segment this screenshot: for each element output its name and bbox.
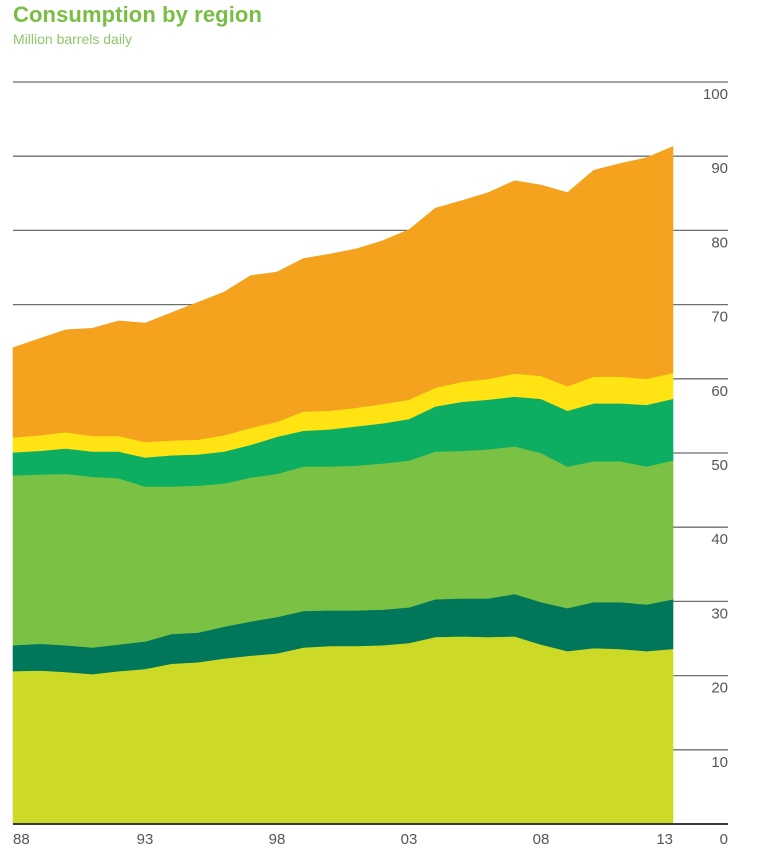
x-tick-label: 13 [656,831,673,848]
x-tick-label: 98 [269,831,286,848]
x-tick-label: 08 [533,831,550,848]
y-tick-label: 30 [711,605,728,622]
y-tick-label: 60 [711,383,728,400]
y-tick-label: 0 [720,831,728,848]
y-tick-label: 20 [711,680,728,697]
y-tick-label: 80 [711,234,728,251]
x-tick-label: 88 [13,831,30,848]
y-tick-label: 40 [711,531,728,548]
area-layer [12,146,674,825]
y-tick-label: 50 [711,457,728,474]
area-series-orange-band [12,146,674,443]
x-tick-label: 03 [401,831,418,848]
y-axis: 0 10 20 30 40 50 60 70 80 90 100 [703,86,728,848]
y-tick-label: 10 [711,754,728,771]
x-axis: 88 93 98 03 08 13 [13,831,673,848]
y-tick-label: 90 [711,160,728,177]
chart-title: Consumption by region [13,2,262,27]
chart-subtitle: Million barrels daily [13,31,133,47]
x-tick-label: 93 [137,831,154,848]
y-tick-label: 70 [711,309,728,326]
y-tick-label: 100 [703,86,728,103]
